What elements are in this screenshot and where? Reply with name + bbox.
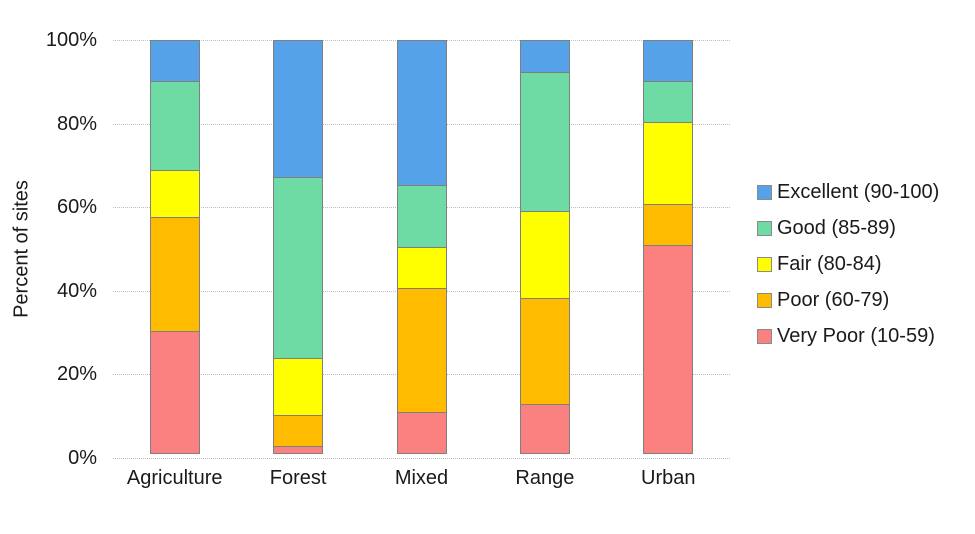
legend-label: Very Poor (10-59) [777,324,935,347]
bar-segment [519,403,570,454]
legend-label: Good (85-89) [777,216,896,239]
legend-label: Poor (60-79) [777,288,890,311]
y-tick-label: 20% [56,363,97,386]
legend-swatch-icon [757,256,772,272]
bar-segment [396,287,447,414]
bar-segment [519,211,570,300]
bar-segment [149,216,200,332]
bar-segment [396,40,447,187]
legend-swatch-icon [757,220,772,236]
bar-segment [273,445,324,454]
legend-item: Good (85-89) [757,210,939,246]
plot-area [113,40,730,459]
y-axis-tick-labels: 100% 80% 60% 40% 20% 0% [0,0,97,534]
legend: Excellent (90-100) Good (85-89) Fair (80-8… [757,174,939,354]
bar-forest [273,40,324,458]
legend-label: Excellent (90-100) [777,180,940,203]
bar-segment [643,121,694,206]
gridline [113,458,730,459]
bar-segment [273,176,324,359]
x-tick-label: Range [515,467,575,489]
bar-segment [396,246,447,289]
bar-segment [149,330,200,454]
legend-swatch-icon [757,292,772,308]
bar-segment [643,204,694,246]
legend-swatch-icon [757,184,772,200]
legend-swatch-icon [757,328,772,344]
y-tick-label: 40% [56,279,97,302]
legend-item: Poor (60-79) [757,282,939,318]
bar-segment [643,244,694,454]
bar-segment [273,415,324,447]
y-tick-label: 60% [56,196,97,219]
x-tick-label: Mixed [394,467,449,489]
legend-item: Excellent (90-100) [757,174,939,210]
x-tick-label: Agriculture [126,467,223,489]
bar-segment [149,80,200,171]
bar-segment [519,72,570,213]
x-axis-tick-labels: Agriculture Forest Mixed Range Urban [113,467,730,499]
legend-label: Fair (80-84) [777,252,882,275]
bar-urban [643,40,694,458]
legend-item: Very Poor (10-59) [757,318,939,354]
x-tick-label: Urban [641,467,696,489]
bar-range [519,40,570,458]
y-tick-label: 0% [68,447,97,469]
bar-segment [643,40,694,82]
bar-segment [149,40,200,82]
bar-agriculture [149,40,200,458]
legend-item: Fair (80-84) [757,246,939,282]
y-tick-label: 100% [45,29,97,51]
bar-segment [519,40,570,74]
bar-segment [273,357,324,417]
x-tick-label: Forest [269,467,327,489]
bar-segment [273,40,324,178]
bar-segment [149,169,200,218]
bar-segment [396,185,447,248]
y-tick-label: 80% [56,112,97,135]
bar-segment [519,298,570,405]
bar-mixed [396,40,447,458]
bar-segment [396,412,447,454]
bar-segment [643,80,694,123]
